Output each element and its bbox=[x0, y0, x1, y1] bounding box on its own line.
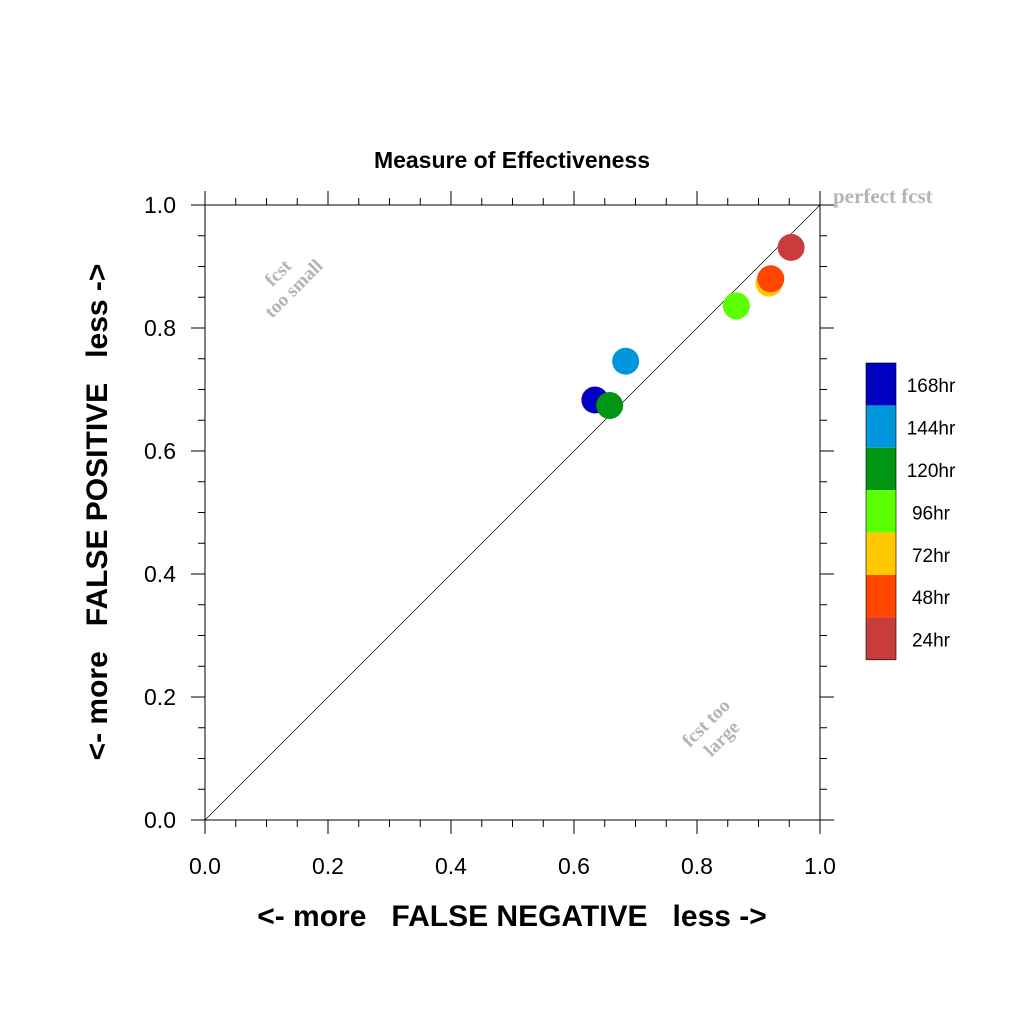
legend-swatch-48hr bbox=[866, 575, 896, 618]
x-tick-label: 0.4 bbox=[435, 853, 467, 879]
legend: 168hr 144hr 120hr 96hr 72hr 48hr 24hr bbox=[865, 362, 956, 661]
legend-swatch-24hr bbox=[866, 617, 896, 660]
legend-swatch-168hr bbox=[866, 363, 896, 406]
x-axis-label: <- more FALSE NEGATIVE less -> bbox=[257, 900, 767, 933]
point-144hr bbox=[612, 347, 640, 375]
y-tick-label: 0.2 bbox=[144, 684, 176, 710]
y-tick-label: 0.6 bbox=[144, 438, 176, 464]
y-tick-labels: 0.0 0.2 0.4 0.6 0.8 1.0 bbox=[144, 192, 176, 833]
legend-label-168hr: 168hr bbox=[907, 376, 956, 397]
annotation-too-large: fcst too large bbox=[678, 695, 744, 761]
x-tick-label: 0.8 bbox=[681, 853, 713, 879]
y-tick-label: 0.4 bbox=[144, 561, 176, 587]
y-axis-label: <- more FALSE POSITIVE less -> bbox=[81, 264, 114, 761]
diagonal-line bbox=[204, 204, 821, 821]
legend-label-144hr: 144hr bbox=[907, 419, 956, 440]
point-120hr bbox=[596, 391, 624, 419]
annotation-perfect: perfect fcst bbox=[833, 184, 933, 208]
legend-label-72hr: 72hr bbox=[912, 546, 951, 567]
legend-label-120hr: 120hr bbox=[907, 461, 956, 482]
point-24hr bbox=[777, 233, 805, 261]
x-tick-label: 1.0 bbox=[804, 853, 836, 879]
x-tick-label: 0.0 bbox=[189, 853, 221, 879]
legend-label-96hr: 96hr bbox=[912, 503, 951, 524]
legend-label-48hr: 48hr bbox=[912, 588, 951, 609]
legend-swatch-72hr bbox=[866, 532, 896, 575]
point-48hr bbox=[757, 265, 785, 293]
x-tick-label: 0.6 bbox=[558, 853, 590, 879]
axis-ticks bbox=[191, 191, 834, 834]
y-tick-label: 0.8 bbox=[144, 315, 176, 341]
legend-frame bbox=[865, 362, 897, 661]
legend-swatch-144hr bbox=[866, 405, 896, 448]
y-tick-label: 1.0 bbox=[144, 192, 176, 218]
point-96hr bbox=[722, 292, 750, 320]
data-points bbox=[581, 233, 805, 419]
annotation-too-small: fcst too small bbox=[261, 255, 328, 322]
x-tick-label: 0.2 bbox=[312, 853, 344, 879]
legend-label-24hr: 24hr bbox=[912, 631, 951, 652]
y-tick-label: 0.0 bbox=[144, 807, 176, 833]
x-tick-labels: 0.0 0.2 0.4 0.6 0.8 1.0 bbox=[189, 853, 836, 879]
legend-swatch-96hr bbox=[866, 490, 896, 533]
legend-swatch-120hr bbox=[866, 447, 896, 491]
chart-title: Measure of Effectiveness bbox=[374, 147, 650, 173]
